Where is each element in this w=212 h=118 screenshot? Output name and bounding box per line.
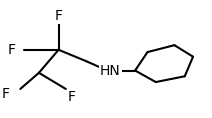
Text: F: F (8, 43, 16, 57)
Text: F: F (2, 87, 10, 101)
Text: F: F (68, 90, 76, 104)
Text: HN: HN (100, 63, 121, 78)
Text: F: F (54, 9, 63, 23)
